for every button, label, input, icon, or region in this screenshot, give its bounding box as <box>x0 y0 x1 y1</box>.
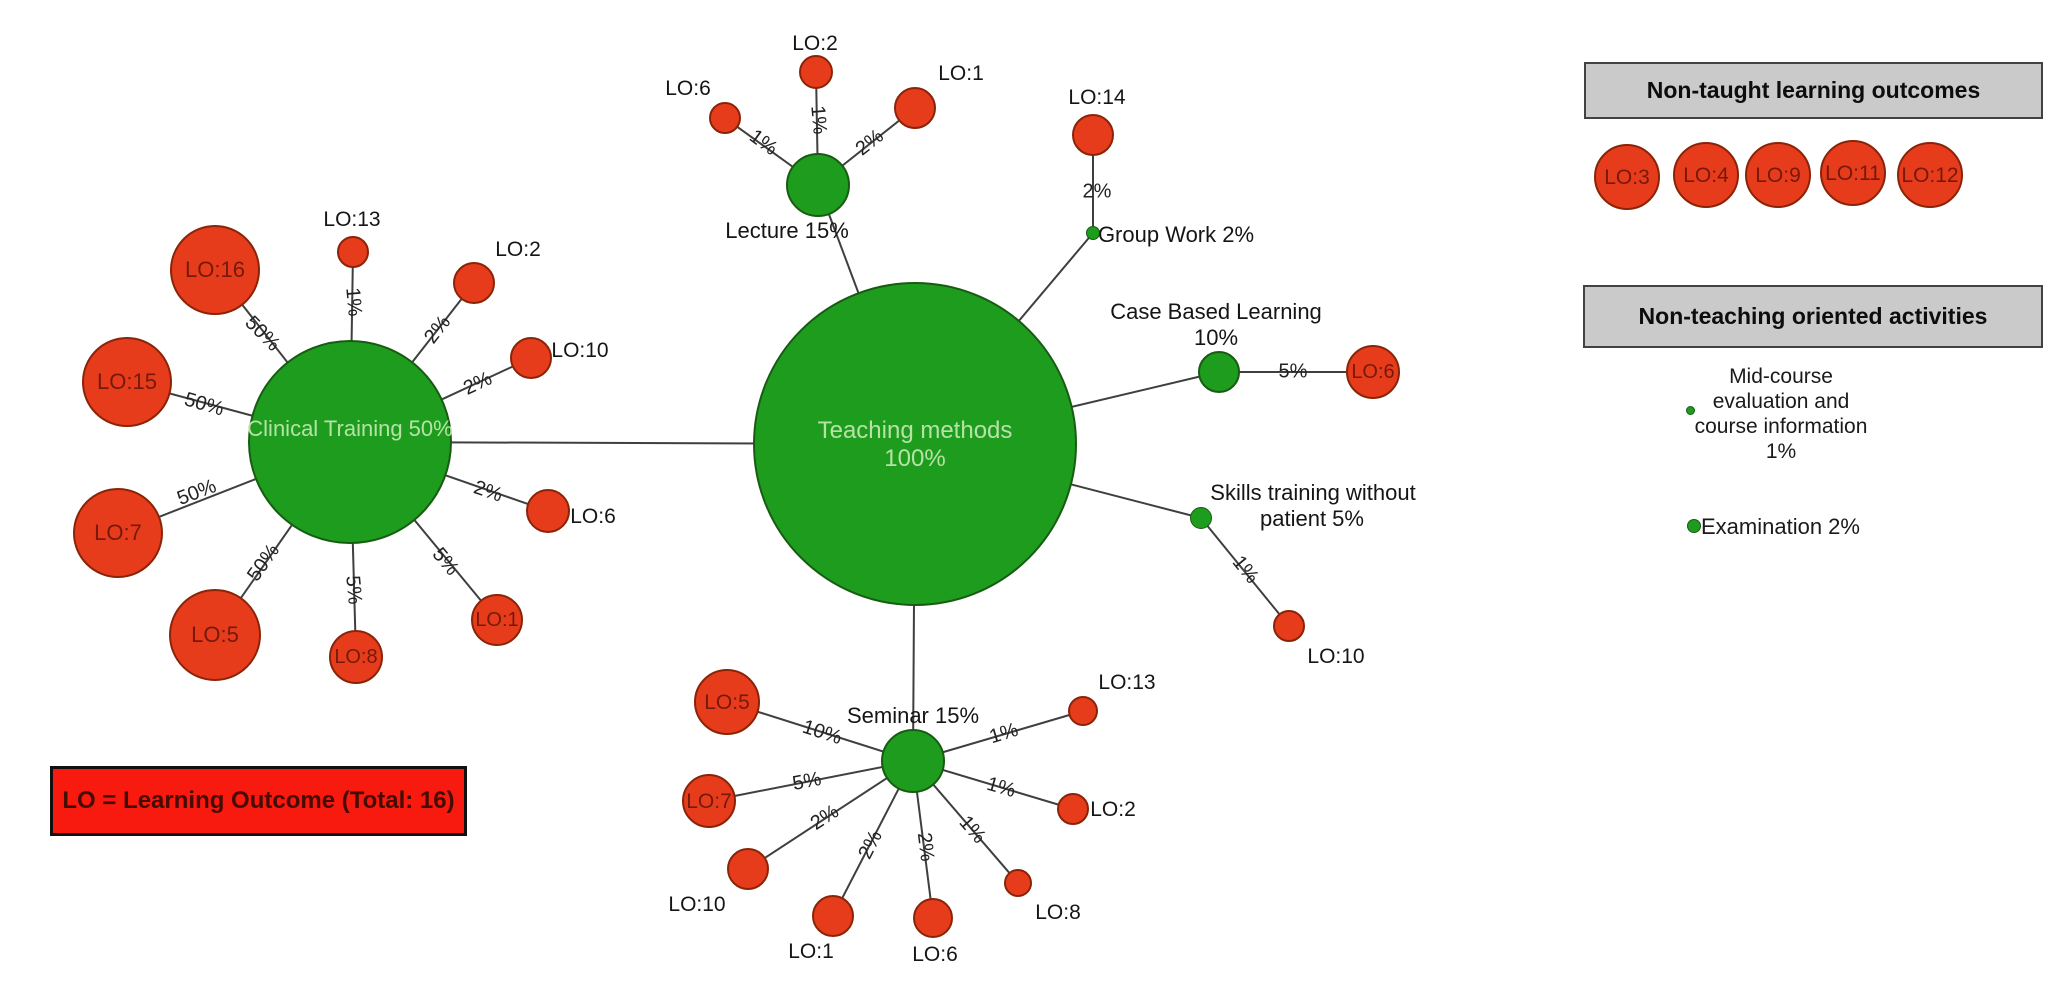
teaching-methods-node <box>753 282 1077 606</box>
seminar-lo6-label: LO:6 <box>912 943 958 966</box>
casebased-lo6-node: LO:6 <box>1346 345 1400 399</box>
non-taught-lo11-label: LO:11 <box>1825 161 1881 185</box>
groupwork-lo14-node <box>1072 114 1114 156</box>
case-based-learning-label-line1: Case Based Learning <box>1110 299 1322 324</box>
non-teaching-header: Non-teaching oriented activities <box>1583 285 2043 348</box>
clinical-lo5-node: LO:5 <box>169 589 261 681</box>
seminar-lo7-label: LO:7 <box>686 789 732 813</box>
seminar-lo5-label: LO:5 <box>704 690 750 714</box>
seminar-label: Seminar 15% <box>846 703 980 728</box>
clinical-lo15-label: LO:15 <box>97 369 157 394</box>
skills-training-label-line2: patient 5% <box>1260 506 1364 531</box>
edge-seminar-lo10 <box>747 760 914 870</box>
seminar-lo1-label: LO:1 <box>788 940 834 963</box>
edge-skills-lo10 <box>1200 517 1290 627</box>
midcourse-line1: Mid-course <box>1729 365 1833 388</box>
edge-label-casebased-lo6: 5% <box>1278 360 1308 383</box>
non-taught-lo11-node: LO:11 <box>1820 140 1886 206</box>
legend-box: LO = Learning Outcome (Total: 16) <box>50 766 467 836</box>
seminar-lo2-node <box>1057 793 1089 825</box>
midcourse-label: Mid-course evaluation and course informa… <box>1661 364 1901 464</box>
clinical-lo15-node: LO:15 <box>82 337 172 427</box>
clinical-training-node <box>248 340 452 544</box>
case-based-learning-node <box>1198 351 1240 393</box>
non-taught-lo9-node: LO:9 <box>1745 142 1811 208</box>
skills-lo10-node <box>1273 610 1305 642</box>
skills-training-label-line1: Skills training without <box>1210 480 1416 505</box>
non-taught-lo9-label: LO:9 <box>1755 163 1801 187</box>
lecture-lo1-node <box>894 87 936 129</box>
seminar-lo13-label: LO:13 <box>1098 671 1156 694</box>
seminar-lo10-label: LO:10 <box>668 893 726 916</box>
clinical-lo13-label: LO:13 <box>323 208 381 231</box>
lecture-label: Lecture 15% <box>725 218 849 243</box>
clinical-training-label: Clinical Training 50% <box>247 416 453 441</box>
non-taught-lo12-label: LO:12 <box>1901 163 1959 187</box>
group-work-node <box>1086 226 1100 240</box>
non-taught-lo3-label: LO:3 <box>1604 165 1650 189</box>
skills-training-node <box>1190 507 1212 529</box>
edge-label-groupwork-lo14: 2% <box>1082 180 1112 203</box>
edge-label-seminar-lo6: 2% <box>912 831 939 863</box>
clinical-lo8-node: LO:8 <box>329 630 383 684</box>
lecture-lo6-node <box>709 102 741 134</box>
midcourse-dot <box>1686 406 1695 415</box>
clinical-lo10-label: LO:10 <box>551 339 609 362</box>
lecture-lo1-label: LO:1 <box>938 62 984 85</box>
examination-label: Examination 2% <box>1701 514 1860 539</box>
edge-label-clinical-lo13: 1% <box>341 286 366 318</box>
examination-dot <box>1687 519 1701 533</box>
lecture-lo2-node <box>799 55 833 89</box>
casebased-lo6-label: LO:6 <box>1351 361 1395 383</box>
clinical-lo6-label: LO:6 <box>570 505 616 528</box>
edge-seminar-lo7 <box>708 760 914 802</box>
clinical-lo6-node <box>526 489 570 533</box>
clinical-lo13-node <box>337 236 369 268</box>
clinical-lo1-label: LO:1 <box>475 609 519 631</box>
clinical-lo1-node: LO:1 <box>471 594 523 646</box>
clinical-lo16-node: LO:16 <box>170 225 260 315</box>
seminar-lo8-node <box>1004 869 1032 897</box>
seminar-node <box>881 729 945 793</box>
seminar-lo10-node <box>727 848 769 890</box>
skills-lo10-label: LO:10 <box>1307 645 1365 668</box>
non-taught-lo12-node: LO:12 <box>1897 142 1963 208</box>
clinical-lo5-label: LO:5 <box>191 622 239 647</box>
teaching-methods-label-line1: Teaching methods <box>817 417 1013 444</box>
seminar-lo1-node <box>812 895 854 937</box>
lecture-node <box>786 153 850 217</box>
edge-label-lecture-lo2: 1% <box>806 104 831 136</box>
groupwork-lo14-label: LO:14 <box>1068 86 1126 109</box>
lecture-lo2-label: LO:2 <box>792 32 838 55</box>
clinical-lo2-node <box>453 262 495 304</box>
group-work-label: Group Work 2% <box>1097 222 1255 247</box>
teaching-methods-label: Teaching methods 100% <box>818 417 1013 473</box>
non-taught-lo4-node: LO:4 <box>1673 142 1739 208</box>
seminar-lo5-node: LO:5 <box>694 669 760 735</box>
midcourse-line4: 1% <box>1765 440 1797 463</box>
non-taught-lo3-node: LO:3 <box>1594 144 1660 210</box>
clinical-lo16-label: LO:16 <box>185 257 245 282</box>
seminar-lo13-node <box>1068 696 1098 726</box>
non-taught-lo4-label: LO:4 <box>1683 163 1729 187</box>
seminar-lo8-label: LO:8 <box>1035 901 1081 924</box>
seminar-lo6-node <box>913 898 953 938</box>
clinical-lo2-label: LO:2 <box>495 238 541 261</box>
non-taught-header: Non-taught learning outcomes <box>1584 62 2043 119</box>
midcourse-line3: course information <box>1694 415 1868 438</box>
seminar-lo7-node: LO:7 <box>682 774 736 828</box>
clinical-lo7-label: LO:7 <box>94 520 142 545</box>
edge-label-clinical-lo8: 5% <box>341 574 366 606</box>
midcourse-line2: evaluation and <box>1712 390 1850 413</box>
seminar-lo2-label: LO:2 <box>1090 798 1136 821</box>
teaching-methods-label-line2: 100% <box>884 445 946 472</box>
clinical-lo10-node <box>510 337 552 379</box>
lecture-lo6-label: LO:6 <box>665 77 711 100</box>
case-based-learning-label-line2: 10% <box>1193 325 1239 350</box>
clinical-lo8-label: LO:8 <box>334 646 378 668</box>
clinical-lo7-node: LO:7 <box>73 488 163 578</box>
